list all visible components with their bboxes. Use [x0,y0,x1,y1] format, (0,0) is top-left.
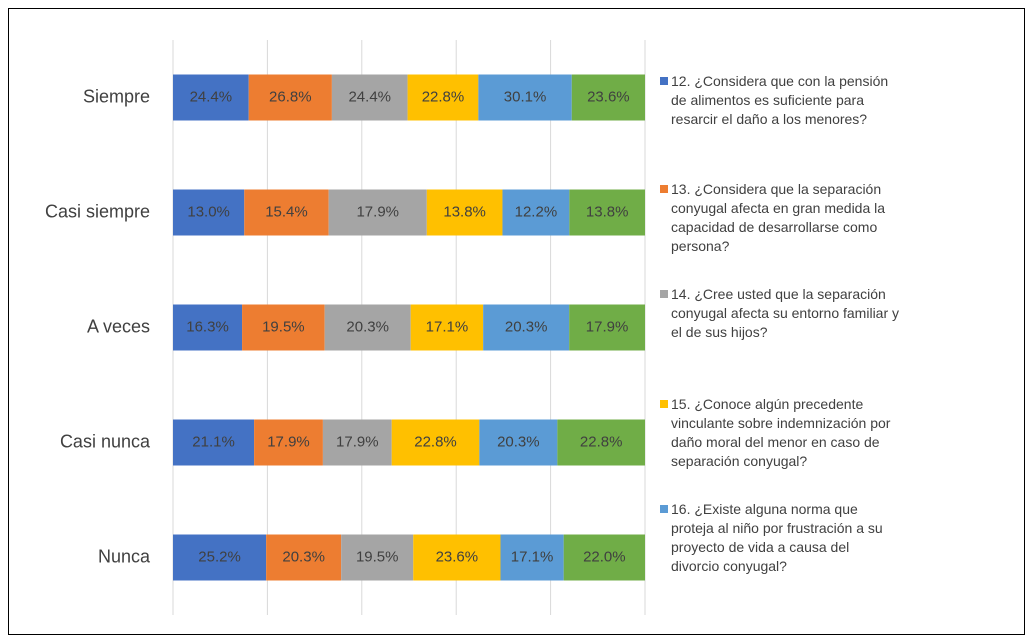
bar-segment [500,534,564,581]
bar-segment [173,534,267,581]
y-tick-label: Siempre [83,86,150,106]
legend-entry: 12. ¿Considera que con la pensión de ali… [660,72,900,129]
y-tick-label: Nunca [98,546,151,566]
legend-entry: 14. ¿Cree usted que la separación conyug… [660,285,900,342]
bar-segment [322,419,392,466]
y-tick-label: Casi nunca [60,431,151,451]
bar-segment [328,189,427,236]
value-label: 19.5% [356,548,399,565]
legend-label: 13. ¿Considera que la separación conyuga… [671,181,886,254]
legend-swatch [660,77,668,85]
value-label: 22.8% [422,88,465,105]
bar-segment [571,74,645,121]
legend-entry: 15. ¿Conoce algún precedente vinculante … [660,395,900,471]
bar-segment [242,304,325,351]
value-label: 17.9% [336,433,379,450]
value-label: 17.1% [426,318,469,335]
y-tick-label: A veces [87,316,150,336]
value-label: 20.3% [282,548,325,565]
value-label: 13.8% [586,203,629,220]
value-label: 12.2% [515,203,558,220]
value-label: 17.9% [267,433,310,450]
value-label: 24.4% [348,88,391,105]
bar-segment [173,74,249,121]
value-label: 13.8% [443,203,486,220]
bar-segment [407,74,479,121]
bar-segment [557,419,645,466]
bar-segment [391,419,480,466]
value-label: 24.4% [190,88,233,105]
value-label: 20.3% [346,318,389,335]
value-label: 17.9% [586,318,629,335]
legend-label: 12. ¿Considera que con la pensión de ali… [671,73,889,127]
bar-segment [479,419,558,466]
bar-segment [483,304,570,351]
value-label: 22.8% [580,433,623,450]
bar-segment [266,534,342,581]
bar-segment [324,304,411,351]
value-label: 20.3% [497,433,540,450]
legend-swatch [660,185,668,193]
bar-segment [173,419,255,466]
value-label: 15.4% [265,203,308,220]
legend-label: 16. ¿Existe alguna norma que proteja al … [671,501,883,574]
bar-segment [341,534,414,581]
bar-segment [569,189,645,236]
bar-segment [244,189,329,236]
value-label: 21.1% [192,433,235,450]
value-label: 22.8% [414,433,457,450]
bar-segment [254,419,323,466]
value-label: 26.8% [269,88,312,105]
legend-swatch [660,505,668,513]
bar-segment [426,189,503,236]
value-label: 17.1% [511,548,554,565]
bar-segment [410,304,484,351]
bar-segment [502,189,570,236]
bar-segment [478,74,572,121]
value-label: 30.1% [504,88,547,105]
legend-entry: 13. ¿Considera que la separación conyuga… [660,180,900,256]
value-label: 22.0% [583,548,626,565]
value-label: 20.3% [505,318,548,335]
bar-segment [173,304,243,351]
y-tick-label: Casi siempre [45,201,150,221]
value-label: 25.2% [198,548,241,565]
legend-entry: 16. ¿Existe alguna norma que proteja al … [660,500,900,576]
bar-segment [331,74,408,121]
legend-label: 15. ¿Conoce algún precedente vinculante … [671,396,891,469]
bar-segment [413,534,501,581]
bar-segment [173,189,245,236]
value-label: 19.5% [262,318,305,335]
bar-segment [563,534,645,581]
legend-label: 14. ¿Cree usted que la separación conyug… [671,286,900,340]
value-label: 23.6% [587,88,630,105]
value-label: 23.6% [436,548,479,565]
bar-segment [248,74,332,121]
value-label: 13.0% [187,203,230,220]
value-label: 16.3% [186,318,229,335]
legend-swatch [660,290,668,298]
value-label: 17.9% [356,203,399,220]
legend-swatch [660,400,668,408]
bar-segment [569,304,645,351]
